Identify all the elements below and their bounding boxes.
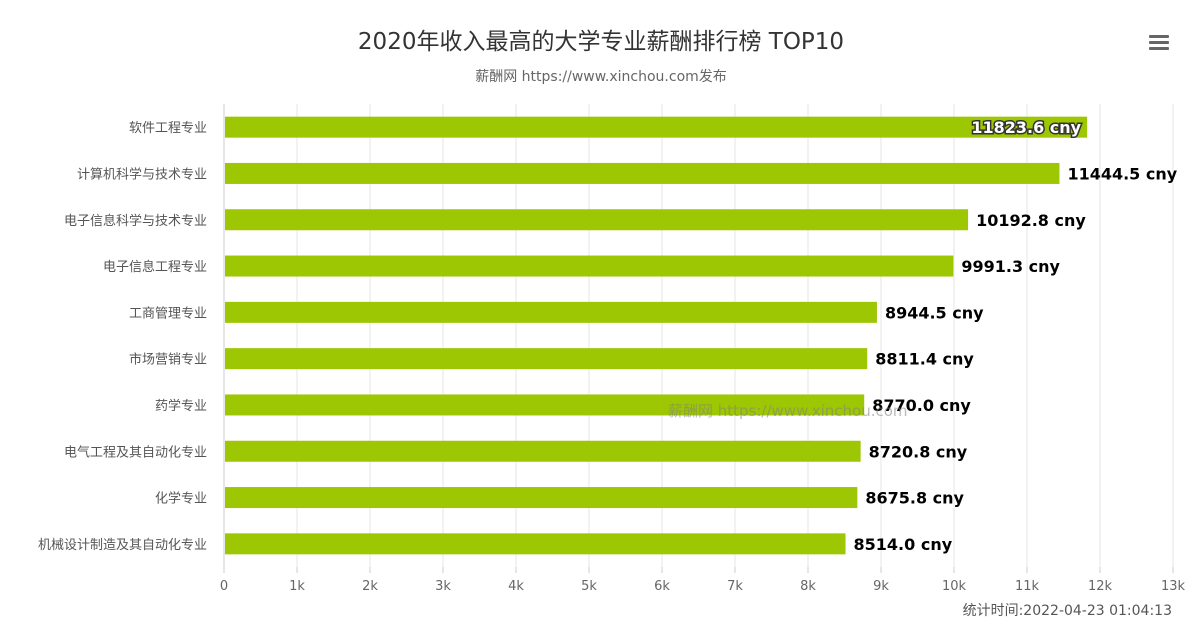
category-label: 机械设计制造及其自动化专业	[38, 538, 207, 553]
x-tick-label: 7k	[727, 579, 743, 594]
data-label: 8944.5 cny	[885, 303, 984, 322]
x-tick-label: 13k	[1161, 579, 1186, 594]
category-label: 计算机科学与技术专业	[77, 166, 207, 182]
x-tick-label: 9k	[873, 579, 889, 594]
data-label: 8514.0 cny	[854, 535, 953, 554]
bar[interactable]	[225, 533, 846, 555]
data-label: 8675.8 cny	[865, 489, 964, 508]
category-label: 化学专业	[155, 491, 207, 507]
hamburger-menu-icon[interactable]	[1144, 30, 1174, 56]
x-tick-label: 6k	[654, 579, 670, 594]
x-tick-label: 11k	[1015, 579, 1040, 594]
data-label: 8720.8 cny	[869, 442, 968, 461]
chart-subtitle: 薪酬网 https://www.xinchou.com发布	[475, 69, 727, 85]
bar[interactable]	[225, 301, 877, 323]
x-tick-label: 3k	[435, 579, 451, 594]
bar[interactable]	[225, 255, 954, 277]
category-label: 药学专业	[155, 398, 207, 414]
x-tick-label: 4k	[508, 579, 524, 594]
bar[interactable]	[225, 348, 868, 370]
category-label: 电气工程及其自动化专业	[64, 444, 207, 460]
data-label: 9991.3 cny	[961, 257, 1060, 276]
x-tick-label: 10k	[942, 579, 967, 594]
bar[interactable]	[225, 394, 865, 416]
data-label: 8811.4 cny	[875, 350, 974, 369]
category-label: 电子信息工程专业	[103, 259, 207, 275]
bar[interactable]	[225, 162, 1060, 184]
category-label: 市场营销专业	[129, 352, 207, 368]
category-label: 软件工程专业	[129, 121, 207, 136]
x-tick-label: 5k	[581, 579, 597, 594]
data-label: 10192.8 cny	[976, 211, 1086, 230]
x-tick-label: 1k	[289, 579, 305, 594]
category-label: 电子信息科学与技术专业	[64, 213, 207, 229]
chart-title: 2020年收入最高的大学专业薪酬排行榜 TOP10	[357, 29, 845, 55]
bar[interactable]	[225, 487, 858, 509]
category-label: 工商管理专业	[129, 306, 207, 321]
data-label: 8770.0 cny	[872, 396, 971, 415]
data-label: 11823.6 cny	[971, 118, 1081, 137]
x-tick-label: 2k	[362, 579, 378, 594]
x-tick-label: 8k	[800, 579, 816, 594]
x-tick-label: 12k	[1088, 579, 1113, 594]
statistics-timestamp: 统计时间:2022-04-23 01:04:13	[962, 603, 1172, 619]
data-label: 11444.5 cny	[1067, 164, 1177, 183]
bar[interactable]	[225, 209, 969, 231]
watermark: 薪酬网 https://www.xinchou.com	[668, 402, 908, 420]
bar[interactable]	[225, 116, 1088, 138]
bar[interactable]	[225, 440, 861, 462]
x-tick-label: 0	[220, 579, 228, 594]
